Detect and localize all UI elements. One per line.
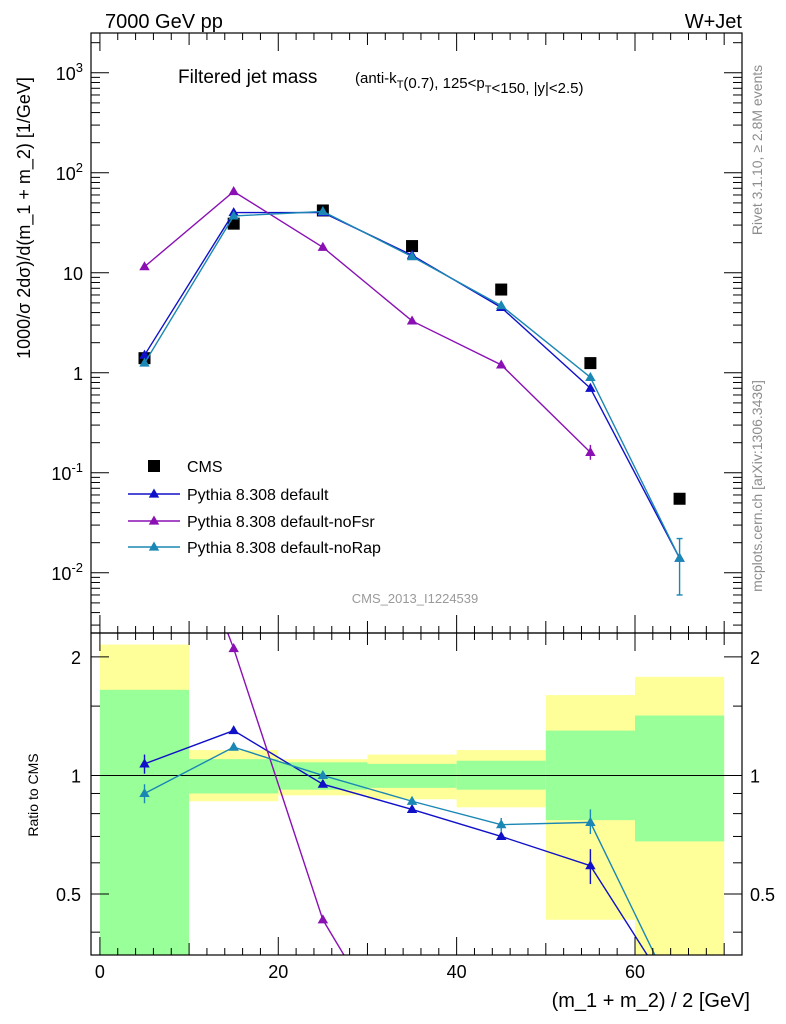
- x-axis-label: (m_1 + m_2) / 2 [GeV]: [552, 990, 750, 1012]
- analysis-id: CMS_2013_I1224539: [352, 591, 479, 606]
- x-tick-label: 20: [268, 962, 288, 982]
- series-line-noRap: [143, 210, 681, 559]
- ratio-tick-label-left: 0.5: [56, 885, 81, 905]
- cms-point-6: [673, 492, 686, 505]
- legend-marker-noRap: [148, 541, 160, 551]
- series-line-default: [143, 211, 681, 559]
- legend-marker-cms: [148, 460, 160, 472]
- series-point-noFsr-0: [139, 261, 150, 271]
- ratio-point-noRap-1: [228, 741, 239, 751]
- series-point-default-5: [585, 382, 596, 392]
- y-tick-label: 102: [56, 160, 83, 184]
- ratio-tick-label-right: 1: [750, 766, 760, 786]
- series-point-noRap-2: [317, 206, 329, 216]
- legend-label-default: Pythia 8.308 default: [187, 487, 329, 504]
- ratio-point-default-2: [317, 778, 329, 788]
- plot-title-main: Filtered jet mass: [178, 67, 317, 88]
- ratio-axis-label: Ratio to CMS: [25, 753, 41, 836]
- ratio-series: [139, 633, 656, 955]
- series-line-noFsr: [144, 190, 591, 453]
- x-tick-label: 60: [625, 962, 645, 982]
- ratio-point-noFsr-2: [317, 914, 329, 924]
- legend-label-noRap: Pythia 8.308 default-noRap: [187, 540, 381, 557]
- ratio-bands: [91, 644, 742, 955]
- cms-point-3: [406, 240, 419, 253]
- series-point-noRap-4: [495, 300, 507, 310]
- series-point-noFsr-4: [495, 359, 507, 369]
- cms-point-5: [584, 357, 597, 370]
- ratio-line-noFsr: [226, 633, 345, 955]
- series-point-noRap-5: [585, 371, 596, 381]
- y-tick-label: 10: [63, 264, 83, 284]
- ratio-band-stat-1: [189, 759, 279, 794]
- ratio-point-default-1: [228, 725, 239, 735]
- legend-label-cms: CMS: [187, 459, 223, 476]
- plot-frames: [90, 32, 743, 956]
- series-point-noFsr-1: [228, 186, 239, 196]
- series-point-noRap-0: [139, 357, 150, 367]
- series-point-noFsr-2: [317, 241, 329, 251]
- main-series: [138, 186, 686, 596]
- ratio-point-noRap-3: [406, 795, 418, 805]
- ratio-tick-label-right: 0.5: [750, 885, 775, 905]
- legend-marker-default: [148, 488, 160, 498]
- legend-label-noFsr: Pythia 8.308 default-noFsr: [187, 514, 375, 531]
- series-point-default-0: [139, 349, 150, 359]
- plot-subtitle: (anti-kT(0.7), 125<pT<150, |y|<2.5): [355, 70, 584, 97]
- ratio-point-default-3: [406, 803, 418, 813]
- ratio-band-stat-6: [634, 715, 725, 842]
- ratio-tick-label-right: 2: [750, 648, 760, 668]
- legend-marker-noFsr: [148, 515, 160, 525]
- series-point-noRap-3: [406, 251, 418, 261]
- y-tick-label: 1: [73, 364, 83, 384]
- mcplots-label: mcplots.cern.ch [arXiv:1306.3436]: [749, 380, 765, 592]
- ratio-tick-label-left: 1: [71, 766, 81, 786]
- x-tick-label: 0: [95, 962, 105, 982]
- x-tick-label: 40: [447, 962, 467, 982]
- ratio-point-noRap-2: [317, 769, 329, 780]
- header-right: W+Jet: [685, 11, 743, 33]
- series-point-noRap-1: [228, 210, 239, 220]
- y-axis-label: 1000/σ 2dσ)/d(m_1 + m_2) [1/GeV]: [14, 77, 35, 359]
- ratio-point-noFsr-1: [228, 643, 239, 653]
- ratio-tick-label-left: 2: [71, 648, 81, 668]
- cms-point-4: [495, 283, 508, 296]
- legend: CMS Pythia 8.308 default Pythia 8.308 defa…: [128, 459, 381, 557]
- rivet-label: Rivet 3.1.10, ≥ 2.8M events: [749, 65, 765, 235]
- ratio-plot-frame: [90, 632, 743, 956]
- ratio-point-default-4: [495, 830, 507, 841]
- ratio-band-stat-0: [99, 689, 190, 955]
- series-point-noFsr-3: [406, 315, 418, 325]
- y-tick-label: 10-2: [51, 560, 83, 584]
- y-tick-label: 10-1: [51, 460, 83, 484]
- plot-title: Filtered jet mass: [178, 67, 317, 88]
- header-left: 7000 GeV pp: [105, 11, 223, 33]
- y-tick-label: 103: [56, 60, 83, 84]
